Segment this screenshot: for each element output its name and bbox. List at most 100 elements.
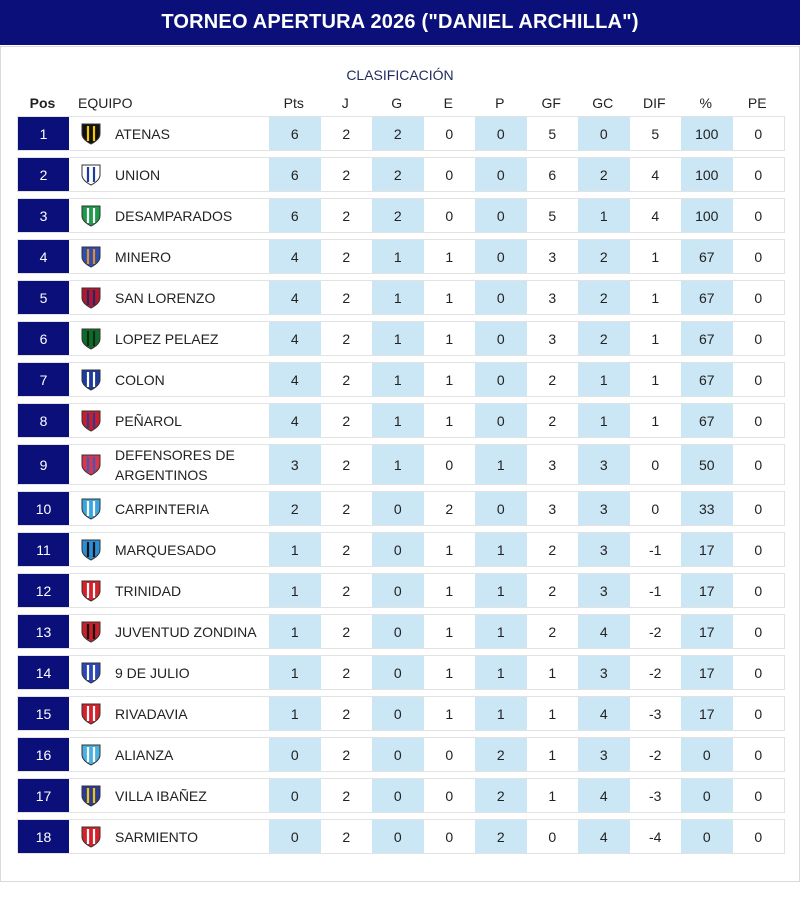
team-name: SAN LORENZO: [115, 289, 216, 306]
cell-gf: 1: [548, 787, 557, 804]
table-row: 11 MARQUESADO 1 2 0 1 1 2 3 -1 17 0: [17, 532, 785, 567]
cell-e: 1: [445, 371, 454, 388]
cell-e: 1: [445, 623, 454, 640]
villa-ibanez-crest-icon: [79, 783, 103, 809]
cell-dif: 1: [651, 371, 660, 388]
cell-gc: 3: [578, 738, 630, 771]
team-name: 9 DE JULIO: [115, 664, 190, 681]
page-title: TORNEO APERTURA 2026 ("DANIEL ARCHILLA"): [0, 0, 800, 45]
team-name: RIVADAVIA: [115, 705, 188, 722]
defensores-crest-icon: [79, 452, 103, 478]
cell-p: 1: [475, 574, 527, 607]
cell-pct: 17: [681, 574, 733, 607]
cell-pe: 0: [754, 125, 763, 142]
cell-dif: -4: [649, 828, 662, 845]
team-name: PEÑAROL: [115, 412, 182, 429]
table-row: 2 UNION 6 2 2 0 0 6 2 4 100 0: [17, 157, 785, 192]
cell-gf: 3: [548, 456, 557, 473]
cell-gf: 6: [548, 166, 557, 183]
table-header: Pos EQUIPO Pts J G E P GF GC DIF % PE: [17, 93, 784, 113]
header-team: EQUIPO: [78, 95, 133, 111]
row-team: PEÑAROL: [69, 404, 269, 437]
row-team: DESAMPARADOS: [69, 199, 269, 232]
cell-j: 2: [342, 787, 351, 804]
cell-pe: 0: [754, 456, 763, 473]
row-position: 1: [18, 117, 69, 150]
table-row: 13 JUVENTUD ZONDINA 1 2 0 1 1 2 4 -2 17 0: [17, 614, 785, 649]
cell-dif: -2: [649, 623, 662, 640]
team-name: TRINIDAD: [115, 582, 182, 599]
row-position: 15: [18, 697, 69, 730]
cell-gc: 2: [578, 322, 630, 355]
cell-p: 2: [475, 779, 527, 812]
cell-dif: 4: [651, 207, 660, 224]
cell-pe: 0: [754, 412, 763, 429]
team-name: ATENAS: [115, 125, 170, 142]
cell-pts: 4: [269, 404, 321, 437]
row-team: TRINIDAD: [69, 574, 269, 607]
cell-j: 2: [342, 207, 351, 224]
cell-pct: 67: [681, 404, 733, 437]
table-row: 15 RIVADAVIA 1 2 0 1 1 1 4 -3 17 0: [17, 696, 785, 731]
cell-dif: -3: [649, 705, 662, 722]
row-position: 11: [18, 533, 69, 566]
cell-g: 0: [372, 492, 424, 525]
cell-pts: 2: [269, 492, 321, 525]
cell-j: 2: [342, 289, 351, 306]
team-name: COLON: [115, 371, 165, 388]
header-gc: GC: [592, 95, 614, 111]
cell-p: 0: [475, 492, 527, 525]
cell-pts: 0: [269, 738, 321, 771]
cell-g: 0: [372, 533, 424, 566]
header-pe: PE: [747, 95, 767, 111]
cell-j: 2: [342, 664, 351, 681]
cell-j: 2: [342, 412, 351, 429]
cell-gf: 2: [548, 582, 557, 599]
row-team: UNION: [69, 158, 269, 191]
cell-p: 0: [475, 281, 527, 314]
row-team: JUVENTUD ZONDINA: [69, 615, 269, 648]
trinidad-crest-icon: [79, 578, 103, 604]
cell-gc: 4: [578, 697, 630, 730]
cell-pts: 3: [269, 445, 321, 484]
cell-gc: 0: [578, 117, 630, 150]
row-team: VILLA IBAÑEZ: [69, 779, 269, 812]
header-g: G: [391, 95, 403, 111]
cell-gf: 1: [548, 664, 557, 681]
cell-j: 2: [342, 746, 351, 763]
cell-e: 1: [445, 541, 454, 558]
team-name: MINERO: [115, 248, 171, 265]
team-name: LOPEZ PELAEZ: [115, 330, 219, 347]
sarmiento-crest-icon: [79, 824, 103, 850]
cell-gc: 3: [578, 445, 630, 484]
cell-pct: 100: [681, 117, 733, 150]
team-name: DEFENSORES DE ARGENTINOS: [115, 446, 235, 483]
cell-dif: 5: [651, 125, 660, 142]
cell-g: 0: [372, 615, 424, 648]
cell-gc: 1: [578, 363, 630, 396]
cell-j: 2: [342, 541, 351, 558]
cell-pts: 4: [269, 240, 321, 273]
cell-dif: -2: [649, 664, 662, 681]
desamparados-crest-icon: [79, 203, 103, 229]
cell-gf: 2: [548, 371, 557, 388]
lopez-pelaez-crest-icon: [79, 326, 103, 352]
marquesado-crest-icon: [79, 537, 103, 563]
cell-j: 2: [342, 248, 351, 265]
table-row: 7 COLON 4 2 1 1 0 2 1 1 67 0: [17, 362, 785, 397]
cell-gf: 1: [548, 746, 557, 763]
cell-j: 2: [342, 125, 351, 142]
cell-e: 0: [445, 787, 454, 804]
cell-pct: 67: [681, 322, 733, 355]
cell-pe: 0: [754, 166, 763, 183]
cell-dif: -1: [649, 541, 662, 558]
row-position: 6: [18, 322, 69, 355]
cell-e: 0: [445, 828, 454, 845]
cell-gc: 4: [578, 615, 630, 648]
cell-dif: -2: [649, 746, 662, 763]
cell-pct: 0: [681, 820, 733, 853]
cell-pe: 0: [754, 582, 763, 599]
row-position: 2: [18, 158, 69, 191]
juventud-zondina-crest-icon: [79, 619, 103, 645]
row-team: RIVADAVIA: [69, 697, 269, 730]
